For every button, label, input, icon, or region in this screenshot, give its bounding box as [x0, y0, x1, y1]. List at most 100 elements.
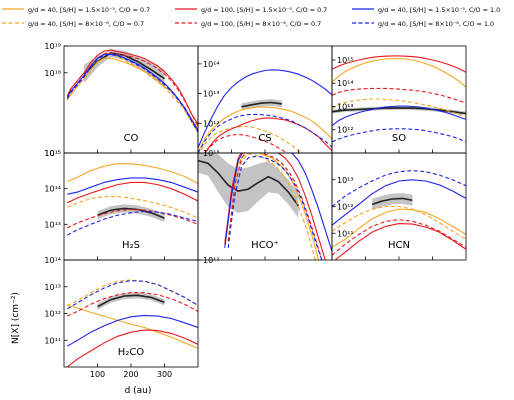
y-tick-label: 10¹⁸ [44, 69, 61, 78]
series-line [227, 155, 323, 260]
observation-band [198, 153, 299, 219]
y-tick-label: 10¹⁵ [44, 149, 61, 158]
y-axis-label: N[X] (cm⁻²) [11, 292, 21, 344]
series-line [227, 153, 323, 260]
species-label: CO [124, 133, 139, 144]
plot-area [332, 55, 466, 143]
species-label: H₂CO [118, 347, 145, 358]
series-line [224, 153, 320, 260]
panel-h2s: 10¹³ 10¹⁴ 10¹⁵ H₂S [44, 149, 199, 261]
y-tick-label: 10¹³ [44, 283, 61, 292]
series-line [332, 58, 466, 88]
y-tick-label: 10¹² [203, 119, 220, 128]
series-line [332, 55, 466, 73]
plot-area [332, 170, 466, 260]
series-line [67, 196, 198, 219]
series-line [66, 49, 198, 125]
legend-entry: g/d = 40, [S/H] = 8×10⁻⁸, C/O = 1.0 [352, 20, 494, 28]
species-label: H₂S [122, 240, 140, 251]
series-line [199, 125, 303, 153]
species-label: HCO⁺ [251, 240, 279, 251]
legend-entry: g/d = 40, [S/H] = 1.5×10⁻⁵, C/O = 0.7 [2, 6, 150, 14]
y-tick-label: 10¹⁹ [44, 42, 61, 51]
series-line [67, 292, 198, 317]
y-tick-label: 10¹³ [337, 102, 354, 111]
plot-area [66, 279, 198, 367]
series-line [67, 181, 198, 204]
legend: g/d = 40, [S/H] = 1.5×10⁻⁵, C/O = 0.7 g/d… [2, 6, 500, 28]
legend-label: g/d = 40, [S/H] = 8×10⁻⁸, C/O = 1.0 [378, 20, 494, 28]
y-tick-label: 10¹³ [203, 149, 220, 158]
panels: 10¹⁵ 10¹⁸ 10¹⁹ CO 10¹² 10¹³ 10¹⁴ CS 10¹² 10¹³ 10¹⁴… [44, 42, 467, 379]
y-tick-label: 10¹² [203, 256, 220, 265]
plot-area [198, 153, 332, 260]
panel-hcn: 10¹¹ 10¹² 10¹³ HCN [331, 152, 467, 261]
legend-label: g/d = 40, [S/H] = 1.5×10⁻⁵, C/O = 1.0 [378, 6, 500, 14]
x-tick-label: 100 [90, 370, 105, 379]
x-axis-label: d (au) [125, 386, 152, 396]
series-line [67, 208, 198, 229]
series-line [67, 279, 198, 306]
y-tick-label: 10¹² [337, 126, 354, 135]
y-tick-label: 10¹¹ [44, 336, 61, 345]
plot-area [198, 69, 332, 153]
y-tick-label: 10¹⁵ [44, 149, 61, 158]
series-line [198, 106, 332, 153]
series-line [66, 53, 198, 133]
legend-label: g/d = 100, [S/H] = 1.5×10⁻⁵, C/O = 0.7 [201, 6, 327, 14]
series-line [332, 179, 466, 226]
series-line [332, 128, 466, 143]
series-line [227, 153, 316, 260]
observation-line [241, 101, 282, 108]
legend-label: g/d = 40, [S/H] = 1.5×10⁻⁵, C/O = 0.7 [28, 6, 150, 14]
y-tick-label: 10¹⁴ [44, 256, 61, 265]
series-line [332, 205, 466, 240]
panel-cs: 10¹² 10¹³ 10¹⁴ CS [197, 45, 333, 154]
series-line [332, 87, 466, 104]
series-line [224, 153, 326, 260]
series-line [66, 57, 198, 130]
y-tick-label: 10¹² [44, 310, 61, 319]
panel-co: 10¹⁵ 10¹⁸ 10¹⁹ CO [44, 42, 199, 158]
series-line [332, 170, 466, 207]
series-line [67, 177, 198, 195]
legend-label: g/d = 100, [S/H] = 8×10⁻⁸, C/O = 0.7 [201, 20, 321, 28]
series-line [66, 329, 198, 367]
legend-entry: g/d = 100, [S/H] = 1.5×10⁻⁵, C/O = 0.7 [175, 6, 327, 14]
series-line [67, 210, 198, 236]
panel-h2co: 10¹¹ 10¹² 10¹³ 10¹⁴ 100 200 300 H₂CO [44, 256, 199, 379]
plot-area [66, 49, 198, 133]
series-line [198, 113, 332, 153]
series-line [332, 105, 466, 127]
series-line [67, 314, 198, 347]
plot-area [67, 163, 198, 236]
species-label: CS [258, 133, 271, 144]
x-tick-label: 300 [157, 370, 172, 379]
observation-line [97, 294, 165, 308]
species-label: HCN [388, 240, 410, 251]
panel-hco-: 10¹² 10¹³ HCO⁺ [197, 149, 333, 265]
series-line [334, 223, 466, 260]
y-tick-label: 10¹³ [337, 176, 354, 185]
series-line [198, 69, 332, 149]
series-line [332, 98, 466, 118]
y-tick-label: 10¹⁴ [203, 60, 220, 69]
legend-entry: g/d = 100, [S/H] = 8×10⁻⁸, C/O = 0.7 [175, 20, 321, 28]
observation-line [198, 159, 300, 207]
y-tick-label: 10¹³ [44, 220, 61, 229]
observation-band [372, 193, 413, 210]
legend-entry: g/d = 40, [S/H] = 1.5×10⁻⁵, C/O = 1.0 [352, 6, 500, 14]
series-line [66, 53, 198, 131]
series-line [332, 219, 466, 256]
observation-band [97, 204, 165, 223]
y-tick-label: 10¹⁴ [44, 185, 61, 194]
x-tick-label: 200 [123, 370, 138, 379]
panel-so: 10¹² 10¹³ 10¹⁴ 10¹⁵ SO [331, 45, 467, 154]
y-tick-label: 10¹³ [203, 90, 220, 99]
legend-entry: g/d = 40, [S/H] = 8×10⁻⁸, C/O = 0.7 [2, 20, 144, 28]
series-line [204, 133, 289, 153]
species-label: SO [392, 133, 406, 144]
y-tick-label: 10¹¹ [337, 229, 354, 238]
series-line [67, 304, 198, 349]
